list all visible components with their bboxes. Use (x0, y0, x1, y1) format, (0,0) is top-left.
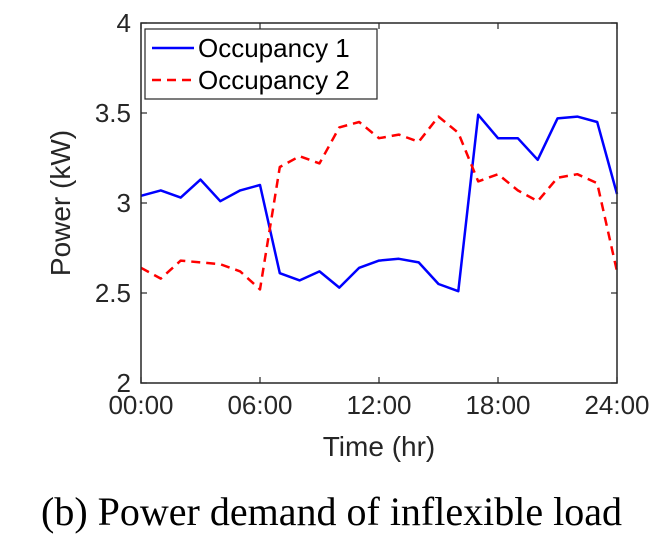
x-axis-ticks: 00:00 06:00 12:00 18:00 24:00 (108, 23, 650, 420)
legend-box (144, 28, 378, 100)
x-axis-label: Time (hr) (323, 431, 436, 462)
x-tick-label: 24:00 (584, 390, 649, 420)
series-line-2 (140, 115, 619, 291)
y-tick-label: 4 (117, 8, 131, 38)
line-chart: 00:00 06:00 12:00 18:00 24:00 2 2.5 3 3.5 4 Time… (45, 8, 650, 462)
legend-label-2: Occupancy 2 (198, 65, 350, 95)
series-line-1 (140, 113, 619, 293)
x-tick-label: 06:00 (227, 390, 292, 420)
y-tick-label: 3.5 (95, 98, 131, 128)
figure-caption: (b) Power demand of inflexible load (41, 489, 622, 534)
x-tick-label: 00:00 (108, 390, 173, 420)
y-axis-label: Power (kW) (45, 130, 76, 276)
y-tick-label: 2.5 (95, 278, 131, 308)
y-tick-label: 3 (117, 188, 131, 218)
y-axis-ticks: 2 2.5 3 3.5 4 (95, 8, 617, 398)
x-tick-label: 12:00 (346, 390, 411, 420)
plot-lines (140, 113, 619, 293)
x-tick-label: 18:00 (465, 390, 530, 420)
y-tick-label: 2 (117, 368, 131, 398)
legend-label-1: Occupancy 1 (198, 33, 350, 63)
